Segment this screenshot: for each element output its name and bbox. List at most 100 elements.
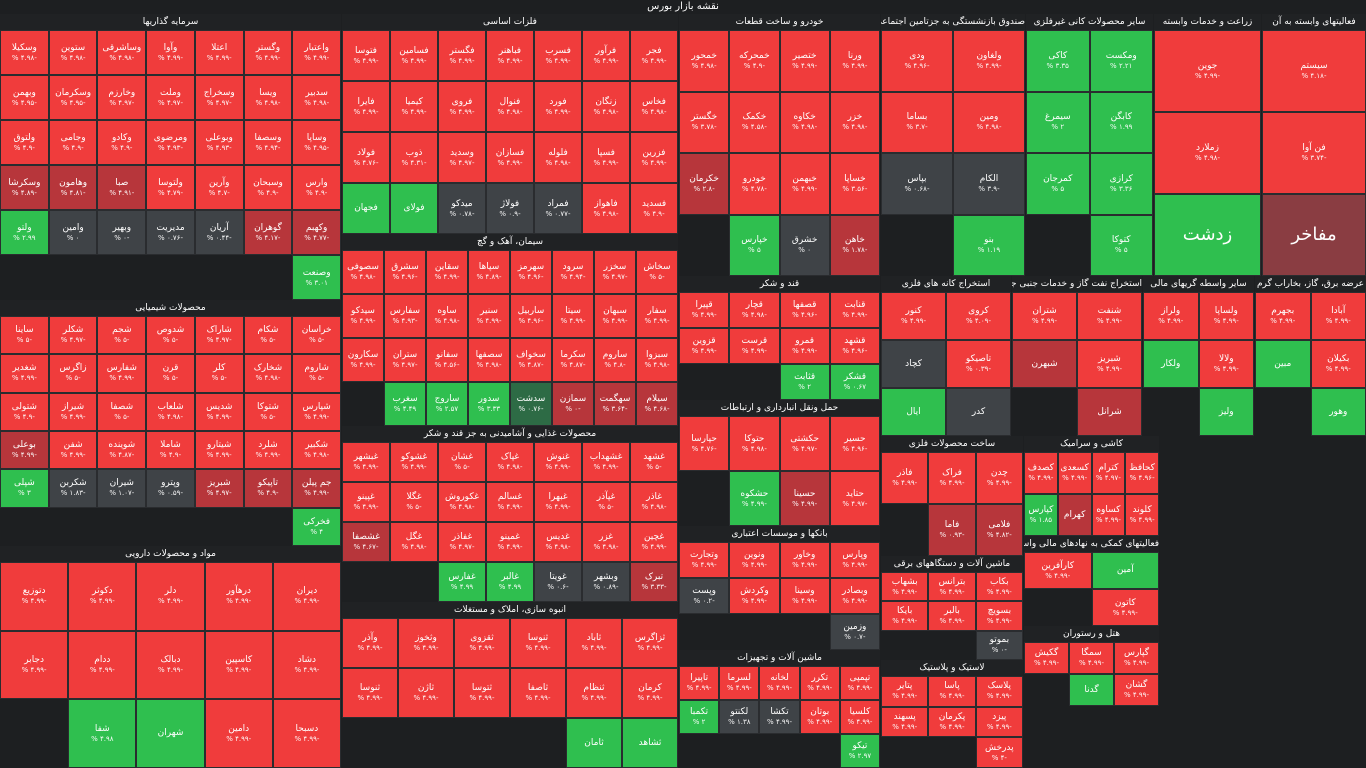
stock-tile[interactable]: سمگا -۴.۹۹ % [1069,642,1114,674]
stock-tile[interactable]: ستران -۴.۹۷ % [384,338,426,382]
stock-tile[interactable]: کاتون -۴.۹۹ % [1091,589,1159,626]
stock-tile[interactable]: دشاد -۴.۹۹ % [272,630,341,700]
stock-tile[interactable]: تاپیرا -۴.۹۹ % [679,666,720,700]
stock-tile[interactable]: وکردش -۴.۹۹ % [729,578,780,614]
stock-tile[interactable]: آمین [1091,552,1159,589]
stock-tile[interactable]: ساروج ۲.۵۷ % [426,382,468,426]
stock-tile[interactable]: غشان -۵ % [438,442,486,482]
stock-tile[interactable]: وبهیر -۰ % [97,210,147,255]
stock-tile[interactable]: الکام -۳.۹ % [953,153,1025,215]
stock-tile[interactable]: غمینو -۴.۹۹ % [486,522,534,562]
stock-tile[interactable]: لسرما -۴.۹۹ % [719,666,760,700]
stock-tile[interactable]: ساربیل -۴.۹۶ % [510,294,552,338]
stock-tile[interactable]: بوتان -۴.۹۹ % [799,700,840,734]
stock-tile[interactable]: ثنوسا -۴.۹۹ % [510,618,566,668]
stock-tile[interactable]: غپاک -۴.۹۸ % [486,442,534,482]
stock-tile[interactable]: وبصادر -۴.۹۹ % [829,578,880,614]
stock-tile[interactable]: کاسپین -۴.۹۹ % [204,630,273,700]
stock-tile[interactable]: مدیریت -۰.۷۶ % [146,210,195,255]
stock-tile[interactable]: وسصفا -۴.۹۴ % [243,120,293,165]
stock-tile[interactable]: ولتوسا -۴.۷۹ % [146,165,195,210]
stock-tile[interactable]: پسهند -۴.۹۹ % [881,706,929,738]
stock-tile[interactable]: سفانو -۴.۵۶ % [426,338,468,382]
stock-tile[interactable]: ولتو ۲.۹۹ % [0,210,49,255]
stock-tile[interactable]: سپاها -۴.۸۹ % [468,250,510,294]
stock-tile[interactable]: غاذر -۴.۹۸ % [630,482,678,522]
stock-tile[interactable]: حتاید -۴.۹۷ % [829,471,880,526]
stock-tile[interactable]: زدشت [1154,194,1261,276]
stock-tile[interactable]: بایکا -۴.۹۹ % [881,601,929,631]
stock-tile[interactable]: شخارک -۴.۹۸ % [243,354,293,393]
stock-tile[interactable]: فسازان -۴.۹۹ % [486,132,534,183]
stock-tile[interactable]: قپیرا -۴.۹۹ % [679,292,730,328]
stock-tile[interactable]: شغدیر -۴.۹۹ % [0,354,49,393]
stock-tile[interactable]: شیران -۱.۰۷ % [97,469,147,508]
stock-tile[interactable]: لکنتو ۱.۳۸ % [719,700,760,734]
stock-tile[interactable]: سیستم -۴.۱۸ % [1262,30,1366,112]
stock-tile[interactable]: وکادو -۴.۹ % [97,120,147,165]
stock-tile[interactable]: فراک -۴.۹۹ % [928,452,976,504]
stock-tile[interactable]: شکام -۵ % [243,316,293,355]
stock-tile[interactable]: کلوند -۴.۹۹ % [1125,494,1159,536]
stock-tile[interactable]: سیدکو -۴.۹۹ % [342,294,384,338]
stock-tile[interactable]: ویسا -۴.۹۸ % [243,75,293,120]
stock-tile[interactable]: وساپا -۴.۹۵ % [292,120,341,165]
stock-tile[interactable]: شنفت -۴.۹۹ % [1077,292,1142,340]
stock-tile[interactable]: وسکرمان -۴.۹۵ % [48,75,98,120]
stock-tile[interactable]: غکوروش -۴.۹۸ % [438,482,486,522]
stock-tile[interactable]: غسالم -۴.۹۹ % [486,482,534,522]
stock-tile[interactable]: کاکی ۳.۳۵ % [1026,30,1090,92]
stock-tile[interactable]: غفاذر -۴.۹۷ % [438,522,486,562]
stock-tile[interactable]: کابگن ۱.۹۹ % [1089,91,1153,153]
stock-tile[interactable]: سهگمت -۳.۶۴ % [594,382,636,426]
stock-tile[interactable]: وزمین -۰.۷ % [829,614,880,650]
stock-tile[interactable]: خودرو -۴.۷۸ % [729,153,780,215]
stock-tile[interactable]: خراسان -۵ % [292,316,341,355]
stock-tile[interactable]: شبهرن [1012,340,1077,388]
stock-tile[interactable]: قشهد -۴.۹۶ % [829,328,880,364]
stock-tile[interactable]: خپارس ۵ % [729,214,780,276]
stock-tile[interactable]: خساپا -۳.۵۶ % [829,153,880,215]
stock-tile[interactable]: دسبحا -۴.۹۹ % [272,699,341,768]
stock-tile[interactable]: قشکر ۰.۶۷ % [829,364,880,400]
stock-tile[interactable]: شکربن -۱.۸۳ % [48,469,98,508]
stock-tile[interactable]: ستوین -۴.۹۸ % [48,30,98,75]
stock-tile[interactable]: سیتا -۴.۹۹ % [552,294,594,338]
stock-tile[interactable]: غشهد -۵ % [630,442,678,482]
stock-tile[interactable]: ثنظام -۴.۹۹ % [566,668,622,718]
stock-tile[interactable]: جم پیلن -۴.۹۹ % [292,469,341,508]
stock-tile[interactable]: غپآذر -۵ % [582,482,630,522]
stock-tile[interactable]: غنوش -۴.۹۹ % [534,442,582,482]
stock-tile[interactable]: غگلا -۵ % [390,482,438,522]
stock-tile[interactable]: پتایر -۴.۹۹ % [881,676,929,707]
stock-tile[interactable]: تکمبا ۲ % [679,700,720,734]
stock-tile[interactable]: سیمرغ ۲ % [1026,91,1090,153]
stock-tile[interactable]: تاپیکو -۴.۹ % [243,469,293,508]
stock-tile[interactable]: کپارس ۱.۸۵ % [1024,494,1058,536]
stock-tile[interactable]: غپینو -۴.۹۹ % [342,482,390,522]
stock-tile[interactable]: ومکست ۲.۲۱ % [1089,30,1153,92]
stock-tile[interactable]: شبریز -۴.۹۷ % [194,469,244,508]
stock-tile[interactable]: وپست -۰.۲ % [679,578,730,614]
stock-tile[interactable]: سرود -۴.۹۴ % [552,250,594,294]
stock-tile[interactable]: پلاسک -۴.۹۹ % [975,676,1023,707]
stock-tile[interactable]: وثخوز -۴.۹۹ % [398,618,454,668]
stock-tile[interactable]: ومین -۴.۹۸ % [953,91,1025,153]
stock-tile[interactable]: غالبر ۴.۹۹ % [486,562,534,602]
stock-tile[interactable]: ساینا -۵ % [0,316,49,355]
stock-tile[interactable]: وهور [1310,388,1366,436]
stock-tile[interactable]: دلر -۴.۹۹ % [136,562,205,631]
stock-tile[interactable]: شفارس -۴.۹۹ % [97,354,147,393]
stock-tile[interactable]: بترانس -۴.۹۹ % [928,572,976,602]
stock-tile[interactable]: بالبر -۴.۹۹ % [928,601,976,631]
stock-tile[interactable]: وساشرقی -۴.۹۸ % [97,30,147,75]
stock-tile[interactable]: کهرام [1057,494,1092,536]
stock-tile[interactable]: کمرجان ۵ % [1026,153,1090,215]
stock-tile[interactable]: ورنا -۴.۹۹ % [829,30,880,92]
stock-tile[interactable]: دجابر -۴.۹۹ % [0,630,69,700]
stock-tile[interactable]: صبا -۴.۹۱ % [97,165,147,210]
stock-tile[interactable]: گکیش -۴.۹۹ % [1024,642,1069,674]
stock-tile[interactable]: خکمک -۴.۵۸ % [729,91,780,153]
stock-tile[interactable]: وسکرشا -۴.۸۹ % [0,165,49,210]
stock-tile[interactable]: درهآور -۴.۹۹ % [204,562,273,631]
